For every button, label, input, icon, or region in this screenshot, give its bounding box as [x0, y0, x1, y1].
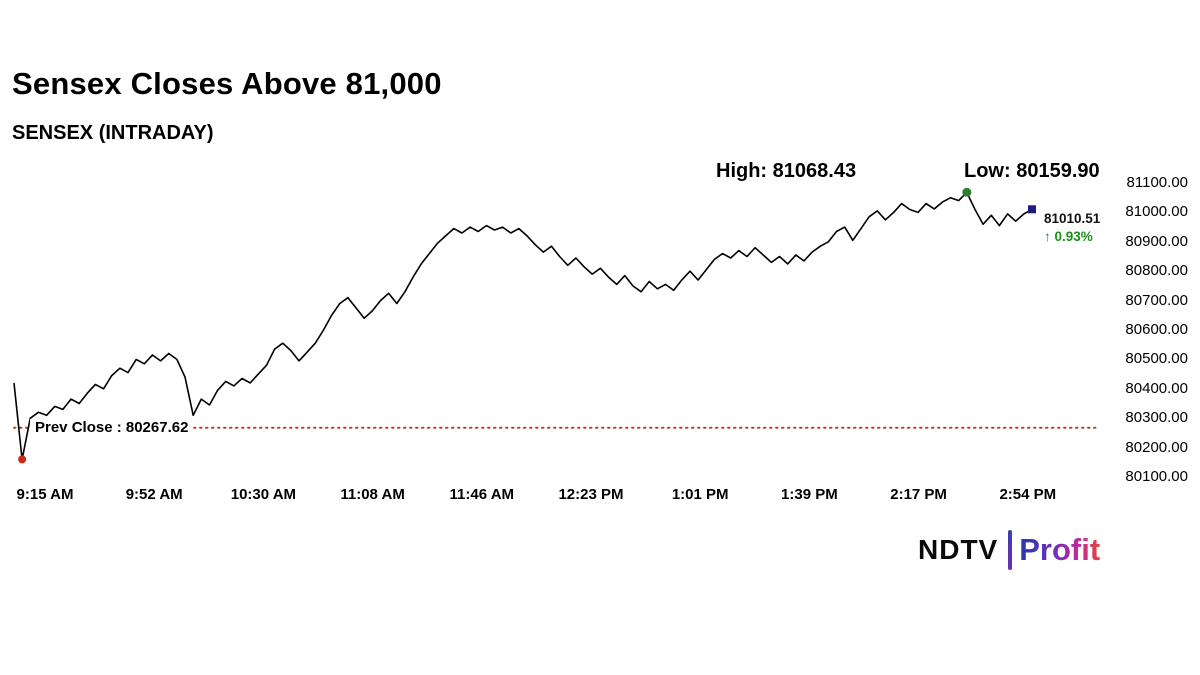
ndtv-profit-logo: NDTV Profit: [918, 528, 1100, 572]
y-axis-tick-label: 80500.00: [1125, 350, 1188, 368]
x-axis-tick-label: 11:08 AM: [340, 486, 405, 503]
high-point-marker: [962, 187, 972, 197]
last-price-marker: [1028, 205, 1036, 214]
y-axis-tick-label: 80800.00: [1125, 262, 1188, 280]
y-axis-tick-label: 81100.00: [1126, 174, 1188, 191]
chart-subtitle: SENSEX (INTRADAY): [12, 122, 214, 144]
y-axis-tick-label: 80400.00: [1125, 379, 1188, 397]
y-axis-tick-label: 80600.00: [1125, 321, 1188, 338]
x-axis-tick-label: 11:46 AM: [449, 486, 515, 503]
logo-separator-bar: [1008, 530, 1013, 570]
y-axis-tick-label: 80300.00: [1125, 409, 1188, 427]
x-axis-tick-label: 2:17 PM: [890, 486, 947, 503]
x-axis-tick-label: 12:23 PM: [558, 486, 624, 503]
x-axis-tick-label: 10:30 AM: [230, 486, 297, 503]
low-point-marker: [18, 455, 27, 464]
y-axis-tick-label: 80900.00: [1125, 232, 1188, 250]
x-axis-tick-label: 1:01 PM: [671, 486, 729, 503]
last-price-label: 81010.51: [1044, 211, 1101, 226]
y-axis-tick-label: 80700.00: [1125, 291, 1188, 309]
change-percent-label: ↑ 0.93%: [1044, 229, 1093, 244]
page-title: Sensex Closes Above 81,000: [12, 66, 442, 101]
x-axis-tick-label: 9:15 AM: [16, 486, 74, 503]
x-axis-tick-label: 1:39 PM: [781, 486, 838, 503]
high-value-label: High: 81068.43: [716, 160, 857, 182]
y-axis-tick-label: 80100.00: [1125, 468, 1188, 485]
y-axis-tick-label: 81000.00: [1125, 203, 1188, 221]
y-axis-tick-label: 80200.00: [1125, 438, 1188, 456]
x-axis-tick-label: 2:54 PM: [999, 486, 1057, 503]
profit-logo-text: Profit: [1019, 532, 1101, 567]
ndtv-logo-text: NDTV: [918, 534, 999, 565]
x-axis-tick-label: 9:52 AM: [125, 486, 183, 503]
low-value-label: Low: 80159.90: [964, 160, 1100, 182]
prev-close-label: Prev Close : 80267.62: [30, 419, 194, 437]
